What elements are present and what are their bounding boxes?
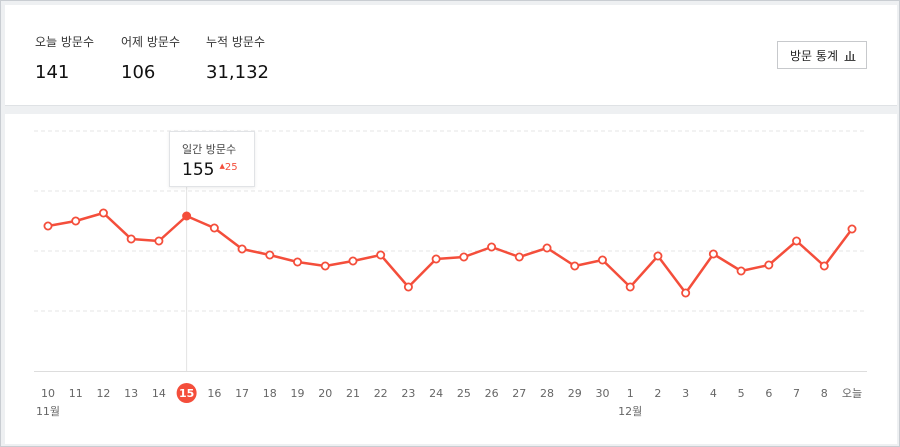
data-point bbox=[487, 242, 497, 252]
visit-stats-button-label: 방문 통계 bbox=[790, 48, 838, 63]
x-tick-label: 23 bbox=[401, 387, 415, 400]
yesterday-visits-value: 106 bbox=[121, 62, 156, 83]
x-tick-label: 22 bbox=[374, 387, 388, 400]
data-point bbox=[265, 250, 275, 260]
data-point bbox=[320, 261, 330, 271]
stats-summary-card: 오늘 방문수 141 어제 방문수 106 누적 방문수 31,132 방문 통… bbox=[5, 5, 897, 106]
x-tick-label: 30 bbox=[595, 387, 609, 400]
visit-stats-button[interactable]: 방문 통계 bbox=[777, 41, 867, 69]
x-tick-label: 4 bbox=[710, 387, 717, 400]
tooltip-change-value: 25 bbox=[224, 162, 238, 173]
data-point bbox=[348, 256, 358, 266]
x-tick-label: 19 bbox=[291, 387, 305, 400]
today-visits: 오늘 방문수 141 bbox=[35, 33, 94, 83]
bar-chart-icon bbox=[844, 50, 856, 61]
data-point bbox=[126, 234, 136, 244]
daily-visits-chart-card bbox=[5, 114, 897, 444]
tooltip-change-arrow: ▲ bbox=[219, 162, 225, 170]
data-point bbox=[847, 224, 857, 234]
x-tick-label: 24 bbox=[429, 387, 443, 400]
data-point bbox=[542, 243, 552, 253]
x-tick-label: 5 bbox=[738, 387, 745, 400]
today-visits-label: 오늘 방문수 bbox=[35, 35, 95, 49]
total-visits: 누적 방문수 31,132 bbox=[206, 33, 269, 83]
yesterday-visits: 어제 방문수 106 bbox=[121, 33, 180, 83]
x-tick-label: 27 bbox=[512, 387, 526, 400]
x-tick-label: 26 bbox=[485, 387, 499, 400]
x-tick-label: 13 bbox=[124, 387, 138, 400]
series-line bbox=[47, 211, 854, 295]
data-point bbox=[98, 208, 108, 218]
total-visits-value: 31,132 bbox=[206, 62, 269, 83]
data-point bbox=[625, 282, 635, 292]
x-tick-label: 29 bbox=[568, 387, 582, 400]
chart-tooltip: 일간 방문수 155 ▲25 bbox=[169, 131, 255, 187]
data-point bbox=[514, 252, 524, 262]
data-point bbox=[764, 260, 774, 270]
x-tick-label: 오늘 bbox=[842, 387, 862, 400]
total-visits-label: 누적 방문수 bbox=[206, 35, 266, 49]
x-tick-label: 16 bbox=[207, 387, 221, 400]
data-point bbox=[431, 254, 441, 264]
x-tick-label: 2 bbox=[654, 387, 661, 400]
tooltip-change: ▲25 bbox=[219, 162, 237, 173]
data-point bbox=[708, 249, 718, 259]
x-tick-label-highlighted: 15 bbox=[179, 387, 194, 400]
x-tick-label: 12 bbox=[96, 387, 110, 400]
data-point bbox=[792, 236, 802, 246]
data-point bbox=[653, 251, 663, 261]
tooltip-value: 155 bbox=[182, 160, 215, 180]
tooltip-label: 일간 방문수 bbox=[182, 143, 237, 156]
x-tick-label: 14 bbox=[152, 387, 166, 400]
x-tick-label: 17 bbox=[235, 387, 249, 400]
data-point bbox=[403, 282, 413, 292]
x-tick-label: 11 bbox=[69, 387, 83, 400]
x-tick-label: 1 bbox=[627, 387, 634, 400]
today-visits-value: 141 bbox=[35, 62, 70, 83]
data-point bbox=[376, 250, 386, 260]
x-tick-label: 6 bbox=[765, 387, 772, 400]
data-point bbox=[736, 266, 746, 276]
x-tick-label: 20 bbox=[318, 387, 332, 400]
x-tick-label: 8 bbox=[821, 387, 828, 400]
x-tick-label: 10 bbox=[41, 387, 55, 400]
data-point bbox=[209, 223, 219, 233]
x-tick-label: 18 bbox=[263, 387, 277, 400]
data-point bbox=[237, 244, 247, 254]
x-tick-label: 28 bbox=[540, 387, 554, 400]
yesterday-visits-label: 어제 방문수 bbox=[121, 35, 181, 49]
data-point-highlighted bbox=[182, 211, 192, 221]
x-tick-label: 21 bbox=[346, 387, 360, 400]
highlighted-tick-badge bbox=[176, 383, 197, 403]
x-tick-label: 3 bbox=[682, 387, 689, 400]
data-point bbox=[819, 261, 829, 271]
x-tick-label: 25 bbox=[457, 387, 471, 400]
month-label: 12월 bbox=[618, 405, 642, 418]
data-point bbox=[459, 252, 469, 262]
month-label: 11월 bbox=[36, 405, 60, 418]
data-point bbox=[597, 255, 607, 265]
data-point bbox=[293, 257, 303, 267]
data-point bbox=[570, 261, 580, 271]
data-point bbox=[71, 216, 81, 226]
x-tick-label: 7 bbox=[793, 387, 800, 400]
data-point bbox=[43, 221, 53, 231]
data-point bbox=[154, 236, 164, 246]
data-point bbox=[681, 288, 691, 298]
